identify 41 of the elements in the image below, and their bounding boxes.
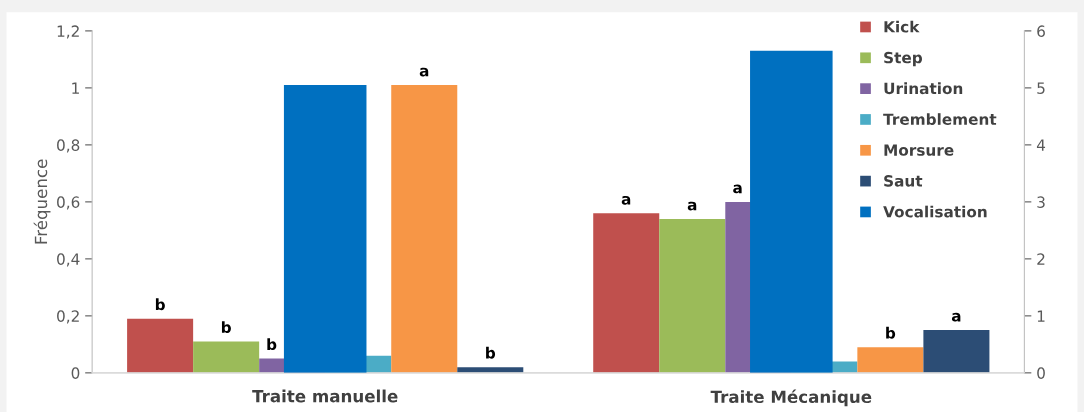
y2-tick-label: 2 — [1037, 253, 1045, 265]
data-label: a — [621, 195, 631, 205]
bar — [391, 85, 458, 373]
x-tick-label: Traite Mécanique — [710, 389, 872, 407]
bar — [593, 213, 660, 373]
y-tick-label: 0 — [71, 367, 80, 379]
bar — [659, 218, 726, 373]
bar — [923, 330, 990, 373]
data-label: a — [733, 184, 742, 194]
legend-label: Morsure — [884, 144, 954, 156]
y-tick-label: 0,4 — [57, 253, 80, 267]
legend-label: Vocalisation — [883, 205, 987, 218]
y-axis-title: Fréquence — [33, 159, 51, 244]
legend-label: Tremblement — [883, 113, 997, 126]
x-tick-label: Traite manuelle — [252, 389, 398, 403]
legend-label: Step — [884, 51, 923, 67]
data-label: b — [267, 338, 277, 351]
data-label: a — [419, 67, 429, 77]
data-label: a — [687, 201, 697, 211]
y2-tick-label: 4 — [1036, 139, 1046, 151]
legend-label: Saut — [884, 175, 923, 187]
legend-label: Urination — [884, 82, 963, 95]
y-tick-label: 0,2 — [57, 310, 79, 324]
data-label: b — [486, 346, 496, 359]
y-tick-label: 0,6 — [57, 196, 80, 210]
bar — [127, 318, 194, 373]
y2-tick-label: 1 — [1037, 310, 1045, 322]
y2-tick-label: 6 — [1037, 25, 1045, 37]
y2-tick-label: 5 — [1037, 82, 1045, 94]
data-label: a — [951, 312, 961, 322]
y2-tick-label: 3 — [1037, 196, 1045, 208]
bar — [193, 341, 260, 373]
y-tick-label: 1,2 — [57, 25, 79, 39]
legend-label: Kick — [884, 20, 920, 33]
data-label: b — [221, 321, 231, 333]
y2-tick-label: 0 — [1037, 367, 1045, 379]
bar — [857, 347, 924, 373]
data-label: b — [155, 298, 165, 311]
data-label: b — [886, 326, 896, 339]
y-tick-label: 0,8 — [57, 139, 80, 153]
y-tick-label: 1 — [72, 82, 79, 94]
